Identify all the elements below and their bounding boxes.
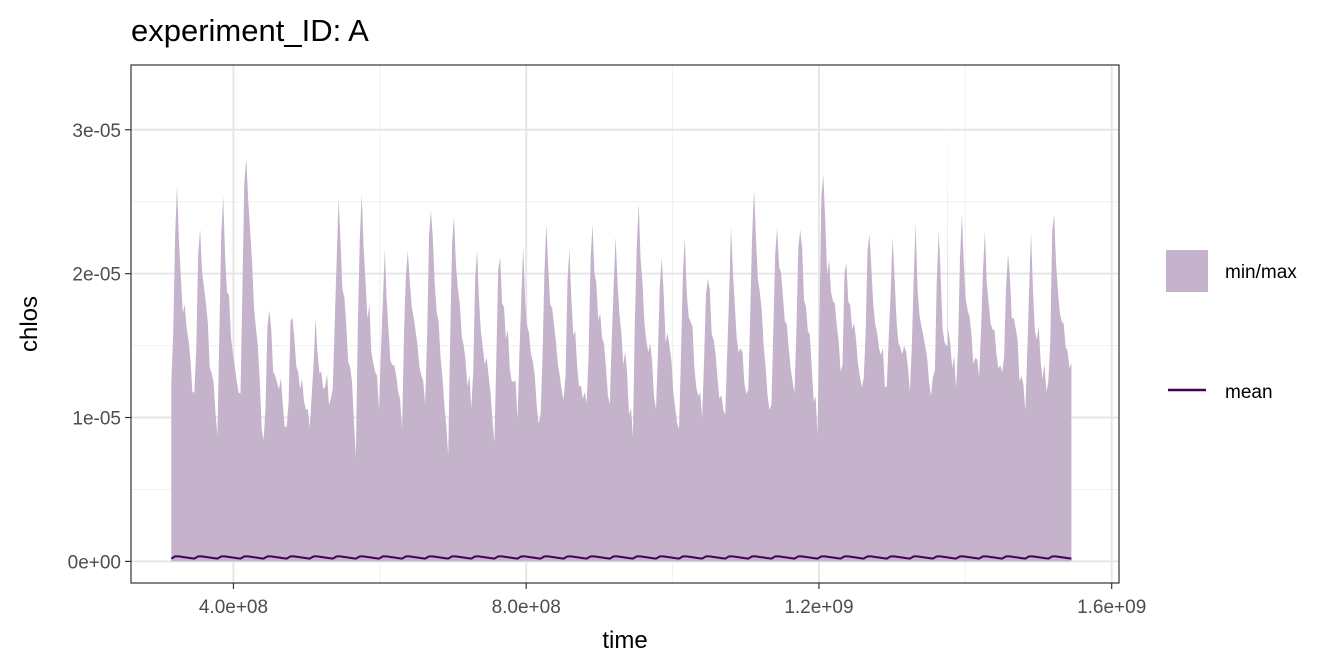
legend-label-mean: mean <box>1225 382 1273 403</box>
line-layer <box>170 555 1072 560</box>
x-axis-title: time <box>602 627 647 654</box>
x-tick-label: 8.0e+08 <box>492 597 561 618</box>
x-axis: 4.0e+08 8.0e+08 1.2e+09 1.6e+09 <box>199 583 1146 618</box>
y-axis: 0e+00 1e-05 2e-05 3e-05 <box>68 121 131 573</box>
x-tick-label: 1.2e+09 <box>784 597 853 618</box>
y-tick-label: 3e-05 <box>72 121 121 142</box>
ribbon-minmax <box>171 122 1072 562</box>
y-tick-label: 0e+00 <box>68 552 121 573</box>
legend: min/max mean <box>1166 250 1297 403</box>
x-tick-label: 1.6e+09 <box>1077 597 1146 618</box>
ribbon-layer <box>171 122 1072 562</box>
legend-label-minmax: min/max <box>1225 262 1297 283</box>
mean-line <box>170 555 1072 560</box>
legend-key-minmax <box>1166 250 1208 292</box>
y-tick-label: 2e-05 <box>72 265 121 286</box>
chart-title: experiment_ID: A <box>131 13 369 48</box>
y-axis-title: chlos <box>16 296 43 352</box>
x-tick-label: 4.0e+08 <box>199 597 268 618</box>
plot-panel-border <box>130 64 1120 584</box>
y-tick-label: 1e-05 <box>72 409 121 430</box>
